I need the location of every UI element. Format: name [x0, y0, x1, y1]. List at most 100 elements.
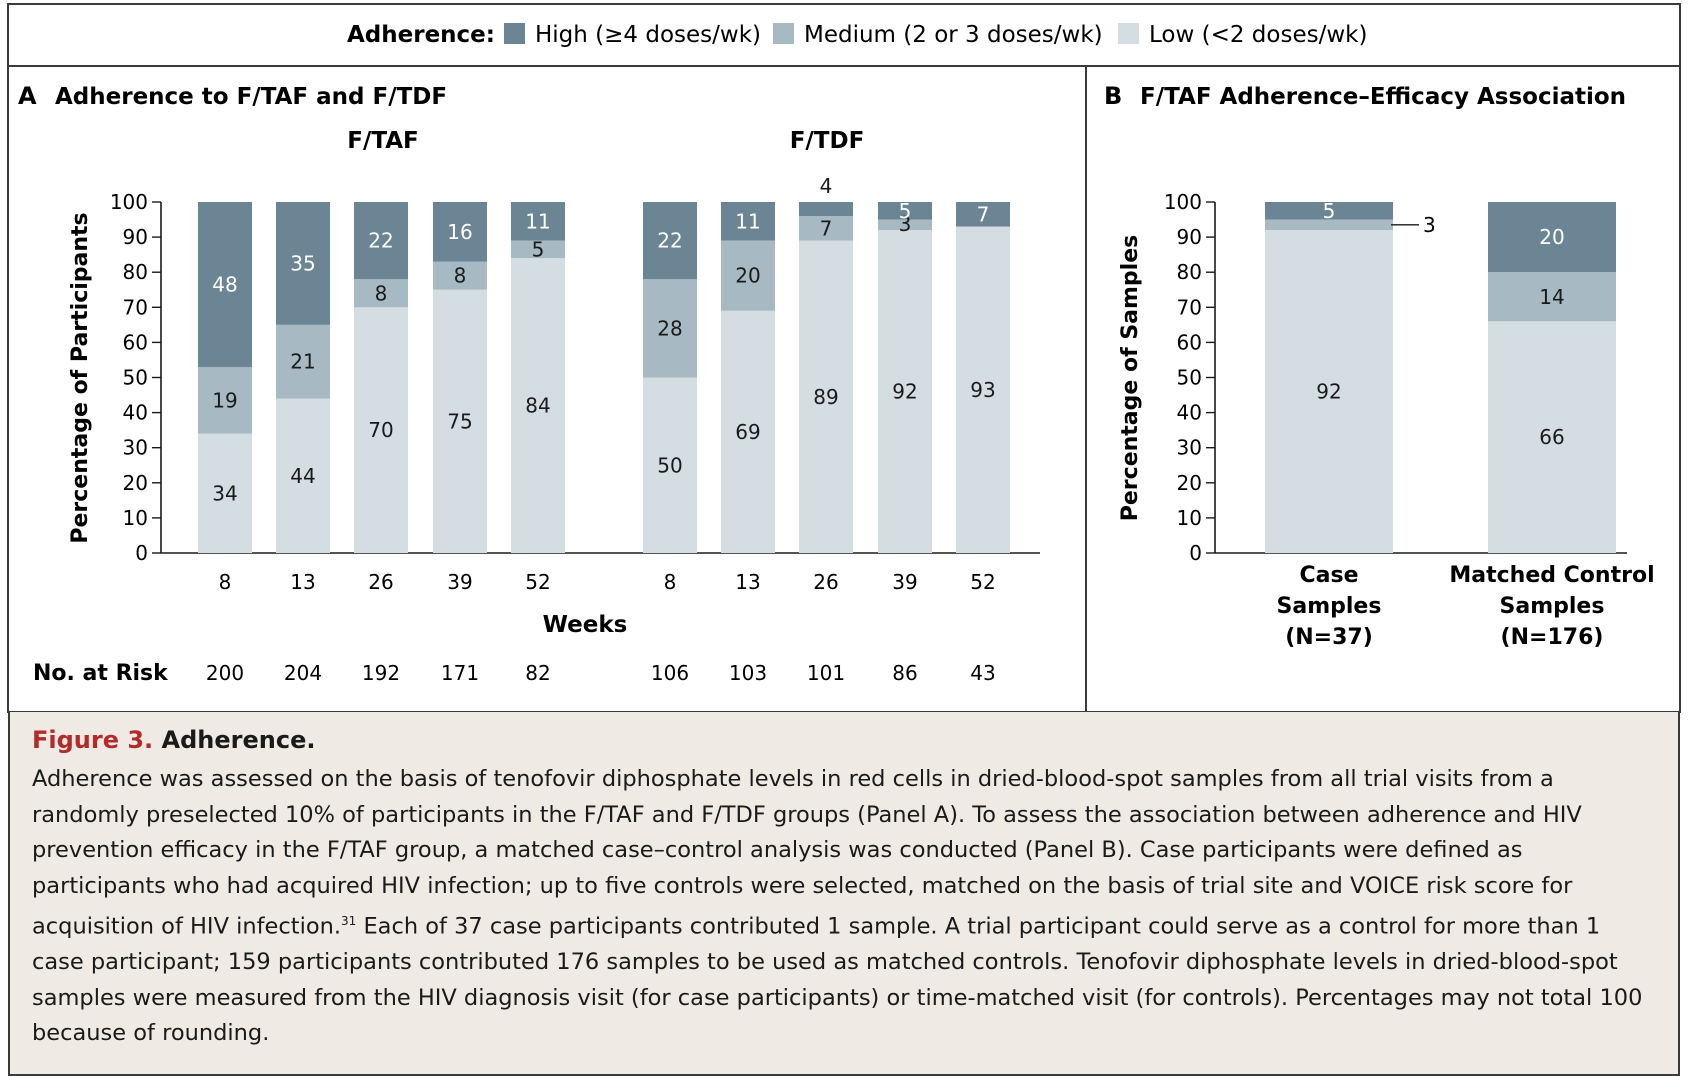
x-tick-label: 52: [970, 570, 995, 594]
legend-swatch-high: [504, 23, 525, 44]
ftaf-week-52-bar-low: [511, 258, 565, 553]
ftdf-week-26-data-label-low: 89: [813, 385, 838, 409]
no-at-risk-value: 101: [807, 661, 845, 685]
ftdf-week-26-bar-high: [799, 202, 853, 217]
matched-control-samples-bar-medium: [1488, 272, 1616, 322]
panel-a-y-tick-label: 0: [135, 541, 148, 565]
panel-a-y-tick-label: 70: [123, 295, 148, 319]
ftaf-week-52-data-label-medium: 5: [532, 237, 545, 261]
panel-b-y-tick-label: 80: [1177, 260, 1202, 284]
matched-control-samples-data-label-medium: 14: [1539, 285, 1564, 309]
panel-a-y-tick-label: 50: [123, 366, 148, 390]
case-samples-data-label-low: 92: [1316, 380, 1341, 404]
panel-b-y-tick-label: 70: [1177, 295, 1202, 319]
ftdf-week-26-data-label-high: 4: [820, 174, 833, 198]
matched-control-samples-bar-high: [1488, 202, 1616, 273]
no-at-risk-value: 43: [970, 661, 995, 685]
no-at-risk-value: 106: [651, 661, 689, 685]
panel-a-y-tick-label: 40: [123, 401, 148, 425]
panel-a-y-tick-label: 80: [123, 260, 148, 284]
panel-b-y-tick-label: 90: [1177, 225, 1202, 249]
ftaf-week-52-data-label-high: 11: [525, 209, 550, 233]
ftdf-week-8-bar-low: [643, 377, 697, 553]
ftaf-week-8-bar-low: [198, 433, 252, 553]
panel-a-bars: 3419484421357082275816845115028226920118…: [198, 174, 1010, 554]
ftaf-week-52-bar-medium: [511, 240, 565, 259]
ftdf-week-26-bar-low: [799, 240, 853, 554]
caption-label: Figure 3.: [32, 726, 154, 754]
panel-a: A Adherence to F/TAF and F/TDF F/TAF F/T…: [18, 82, 1040, 686]
no-at-risk-value: 192: [362, 661, 400, 685]
ftaf-week-13-bar-medium: [276, 324, 330, 399]
case-samples-category-label: Samples: [1277, 594, 1382, 619]
panel-b-y-tick-label: 60: [1177, 330, 1202, 354]
ftdf-week-8-data-label-medium: 28: [657, 316, 682, 340]
ftaf-week-13-data-label-medium: 21: [290, 350, 315, 374]
panel-b-y-tick-label: 0: [1189, 541, 1202, 565]
ftaf-week-39-data-label-low: 75: [447, 409, 472, 433]
ftdf-week-13-data-label-medium: 20: [735, 264, 760, 288]
panel-b: B F/TAF Adherence–Efficacy Association P…: [1104, 82, 1655, 650]
ftaf-week-8-data-label-low: 34: [212, 481, 237, 505]
ftdf-week-39-bar-low: [878, 230, 932, 553]
x-tick-label: 26: [813, 570, 838, 594]
panel-a-y-tick-label: 60: [123, 330, 148, 354]
matched-control-samples-data-label-low: 66: [1539, 425, 1564, 449]
no-at-risk-value: 86: [892, 661, 917, 685]
ftdf-week-13-data-label-low: 69: [735, 420, 760, 444]
ftaf-week-39-bar-medium: [433, 261, 487, 290]
panel-a-x-axis-label: Weeks: [543, 612, 628, 638]
ftaf-week-8-data-label-high: 48: [212, 272, 237, 296]
ftaf-week-26-bar-medium: [354, 279, 408, 308]
ftdf-week-52-data-label-low: 93: [970, 378, 995, 402]
panel-b-y-tick-label: 100: [1164, 190, 1202, 214]
group-title-ftaf: F/TAF: [347, 128, 419, 154]
ftdf-week-26-data-label-medium: 7: [820, 216, 833, 240]
group-title-ftdf: F/TDF: [790, 128, 865, 154]
case-samples-data-label-medium: 3: [1423, 213, 1436, 237]
case-samples-bar-medium: [1265, 219, 1393, 231]
caption-reference: 31: [341, 914, 357, 928]
legend-swatch-low: [1118, 23, 1139, 44]
ftdf-week-8-bar-high: [643, 202, 697, 280]
no-at-risk-value: 82: [525, 661, 550, 685]
panel-a-title: Adherence to F/TAF and F/TDF: [55, 84, 447, 110]
panel-b-y-tick-label: 40: [1177, 401, 1202, 425]
panel-b-bars: 92 3 5 66 14 20: [1265, 199, 1616, 553]
matched-control-samples-data-label-high: 20: [1539, 225, 1564, 249]
case-samples-category-label: (N=37): [1285, 625, 1373, 650]
caption-text-part1: Adherence was assessed on the basis of t…: [32, 766, 1582, 940]
ftaf-week-13-data-label-low: 44: [290, 464, 315, 488]
x-tick-label: 13: [290, 570, 315, 594]
legend-label-high: High (≥4 doses/wk): [535, 22, 761, 48]
ftdf-week-39-data-label-high: 5: [899, 199, 912, 223]
legend-label-low: Low (<2 doses/wk): [1149, 22, 1367, 48]
case-samples-data-label-high: 5: [1323, 199, 1336, 223]
case-samples-bar-low: [1265, 230, 1393, 553]
caption-text: Adherence was assessed on the basis of t…: [32, 762, 1656, 1052]
ftaf-week-39-data-label-medium: 8: [454, 264, 467, 288]
no-at-risk-value: 200: [206, 661, 244, 685]
ftdf-week-26-bar-medium: [799, 216, 853, 241]
ftaf-week-8-bar-medium: [198, 366, 252, 434]
legend-title: Adherence:: [347, 22, 495, 48]
panel-a-y-tick-label: 90: [123, 225, 148, 249]
ftdf-week-39-bar-medium: [878, 219, 932, 231]
figure-caption: Figure 3. Adherence. Adherence was asses…: [8, 712, 1680, 1076]
x-tick-label: 13: [735, 570, 760, 594]
x-tick-label: 39: [892, 570, 917, 594]
ftaf-week-13-bar-high: [276, 202, 330, 325]
ftdf-week-39-data-label-medium: 3: [899, 212, 912, 236]
ftdf-week-39-data-label-low: 92: [892, 380, 917, 404]
no-at-risk-value: 204: [284, 661, 322, 685]
ftdf-week-8-bar-medium: [643, 279, 697, 378]
ftaf-week-39-bar-low: [433, 289, 487, 553]
ftaf-week-39-data-label-high: 16: [447, 220, 472, 244]
ftdf-week-8-data-label-high: 22: [657, 229, 682, 253]
ftaf-week-52-bar-high: [511, 202, 565, 241]
ftdf-week-13-data-label-high: 11: [735, 209, 760, 233]
x-tick-label: 39: [447, 570, 472, 594]
case-samples-bar-high: [1265, 202, 1393, 220]
panel-a-y-tick-label: 20: [123, 471, 148, 495]
